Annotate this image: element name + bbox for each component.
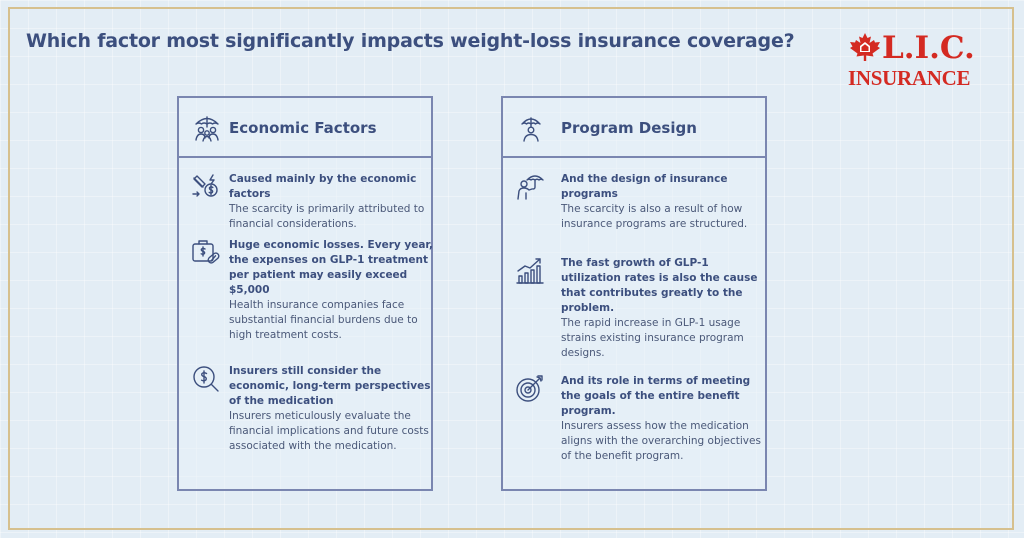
item-body: The scarcity is primarily attributed to …: [229, 203, 425, 230]
growth-chart-icon: [516, 258, 544, 284]
card-header: Economic Factors: [179, 98, 431, 158]
item-heading: And the design of insurance programs: [561, 173, 728, 200]
item-body: Health insurance companies face substant…: [229, 299, 418, 341]
people-umbrella-icon: [195, 116, 219, 142]
item-heading: The fast growth of GLP-1 utilization rat…: [561, 257, 758, 314]
target-arrow-icon: [516, 375, 543, 402]
page-frame: [8, 7, 1014, 530]
logo-lic-text: L.I.C.: [882, 30, 975, 66]
economic-factors-card: Economic Factors Caused mainly by the ec…: [177, 96, 433, 491]
person-umbrella-icon: [521, 117, 541, 142]
item-heading: Caused mainly by the economic factors: [229, 173, 417, 200]
card-title: Program Design: [561, 119, 697, 137]
card-title: Economic Factors: [229, 119, 377, 137]
card-header: Program Design: [503, 98, 765, 158]
item-body: Insurers assess how the medication align…: [561, 420, 761, 462]
logo-insurance-text: INSURANCE: [848, 66, 971, 90]
lic-insurance-logo: L.I.C. INSURANCE: [846, 30, 986, 90]
item-body: Insurers meticulously evaluate the finan…: [229, 410, 429, 452]
item-body: The rapid increase in GLP-1 usage strain…: [561, 317, 744, 359]
medical-bag-pill-icon: [192, 240, 220, 264]
dollar-magnifier-icon: [193, 366, 219, 392]
item-heading: Huge economic losses. Every year, the ex…: [229, 239, 434, 296]
maple-leaf-icon: [850, 33, 880, 61]
item-heading: And its role in terms of meeting the goa…: [561, 375, 751, 417]
item-body: The scarcity is also a result of how ins…: [561, 203, 748, 230]
person-umbrella-icon: [517, 175, 544, 200]
item-heading: Insurers still consider the economic, lo…: [229, 365, 431, 407]
page-title: Which factor most significantly impacts …: [26, 30, 795, 52]
money-hand-icon: [192, 174, 218, 197]
program-design-card: Program Design And the design of insuran…: [501, 96, 767, 491]
